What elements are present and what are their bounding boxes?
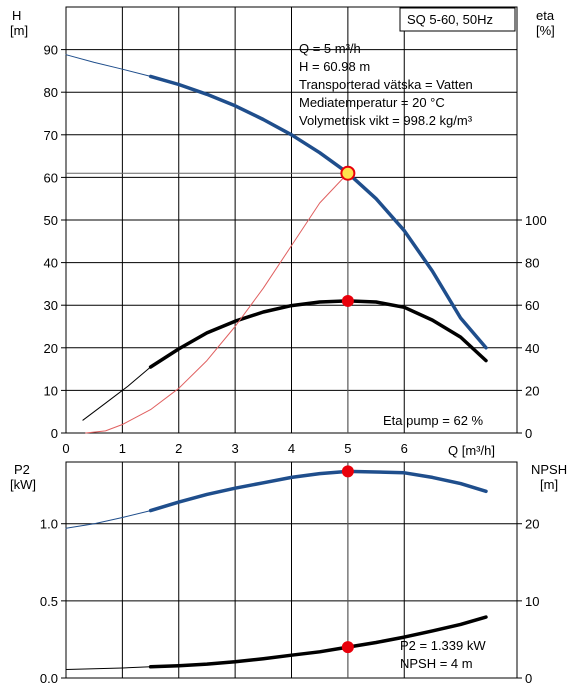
info-line-density: Volymetrisk vikt = 998.2 kg/m³ — [299, 113, 473, 128]
bottom-ticks: 0.0 0.5 1.0 0 10 20 — [40, 517, 540, 686]
npsh-curve-thin — [65, 666, 152, 670]
top-left-axis-label-line2: [m] — [10, 23, 28, 38]
info-line-liquid: Transporterad vätska = Vatten — [299, 77, 473, 92]
eta-curve-main — [148, 299, 488, 369]
left-tick-label: 50 — [44, 213, 58, 228]
bottom-right-axis-label-line1: NPSH — [531, 462, 567, 477]
top-plot: 0 10 20 30 40 50 60 70 80 90 0 20 40 60 80 100 0 1 2 3 4 5 6 H… — [10, 6, 555, 458]
info-line-npsh: NPSH = 4 m — [400, 656, 473, 671]
left-tick-label: 0.0 — [40, 671, 58, 686]
right-tick-label: 100 — [525, 213, 547, 228]
x-tick-label: 2 — [175, 441, 182, 456]
p2-curve-main — [148, 469, 488, 513]
duty-point-marker-eta — [341, 294, 354, 307]
eta-curve-thin — [82, 366, 152, 421]
model-label-box — [399, 7, 516, 32]
h-curve-thin — [65, 54, 152, 77]
info-line-q: Q = 5 m³/h — [299, 41, 361, 56]
right-tick-label: 0 — [525, 426, 532, 441]
info-line-p2: P2 = 1.339 kW — [400, 638, 486, 653]
left-tick-label: 0.5 — [40, 594, 58, 609]
right-tick-label: 40 — [525, 341, 539, 356]
model-label: SQ 5-60, 50Hz — [407, 12, 493, 27]
top-curves — [65, 54, 488, 434]
left-tick-label: 1.0 — [40, 517, 58, 532]
left-tick-label: 90 — [44, 43, 58, 58]
left-tick-label: 40 — [44, 256, 58, 271]
right-tick-label: 20 — [525, 517, 539, 532]
x-tick-label: 5 — [344, 441, 351, 456]
top-ticks: 0 10 20 30 40 50 60 70 80 90 0 20 40 60 80 100 0 1 2 3 4 5 6 — [44, 43, 547, 456]
x-tick-label: 3 — [232, 441, 239, 456]
top-grid — [66, 7, 517, 433]
x-axis-label: Q [m³/h] — [448, 443, 495, 458]
x-tick-label: 6 — [401, 441, 408, 456]
h-curve-main — [148, 74, 488, 350]
bottom-plot: 0.0 0.5 1.0 0 10 20 P2 [kW] NPSH [m] P2 = 1.3… — [10, 461, 567, 686]
right-tick-label: 20 — [525, 383, 539, 398]
x-tick-label: 4 — [288, 441, 295, 456]
info-line-temperature: Mediatemperatur = 20 °C — [299, 95, 445, 110]
bottom-left-axis-label-line2: [kW] — [10, 477, 36, 492]
duty-point-marker-p2 — [341, 465, 354, 478]
left-tick-label: 60 — [44, 170, 58, 185]
top-left-axis-label-line1: H — [12, 8, 21, 23]
left-tick-label: 30 — [44, 298, 58, 313]
info-line-h: H = 60.98 m — [299, 59, 370, 74]
left-tick-label: 20 — [44, 341, 58, 356]
bottom-right-axis-label-line2: [m] — [540, 477, 558, 492]
left-tick-label: 80 — [44, 85, 58, 100]
top-right-axis-label-line1: eta — [536, 8, 555, 23]
bottom-curves — [65, 462, 488, 678]
duty-point-marker-h — [340, 165, 356, 181]
left-tick-label: 10 — [44, 383, 58, 398]
left-tick-label: 0 — [51, 426, 58, 441]
eta-pump-note: Eta pump = 62 % — [383, 413, 484, 428]
right-tick-label: 0 — [525, 671, 532, 686]
duty-point-marker-npsh — [341, 641, 354, 654]
right-tick-label: 60 — [525, 298, 539, 313]
top-right-axis-label-line2: [%] — [536, 23, 555, 38]
left-tick-label: 70 — [44, 128, 58, 143]
npsh-curve-main — [148, 615, 488, 669]
x-tick-label: 1 — [119, 441, 126, 456]
right-tick-label: 10 — [525, 594, 539, 609]
system-curve-red-thin — [85, 172, 349, 434]
bottom-left-axis-label-line1: P2 — [14, 462, 30, 477]
right-tick-label: 80 — [525, 256, 539, 271]
x-tick-label: 0 — [62, 441, 69, 456]
p2-curve-thin — [65, 510, 152, 529]
